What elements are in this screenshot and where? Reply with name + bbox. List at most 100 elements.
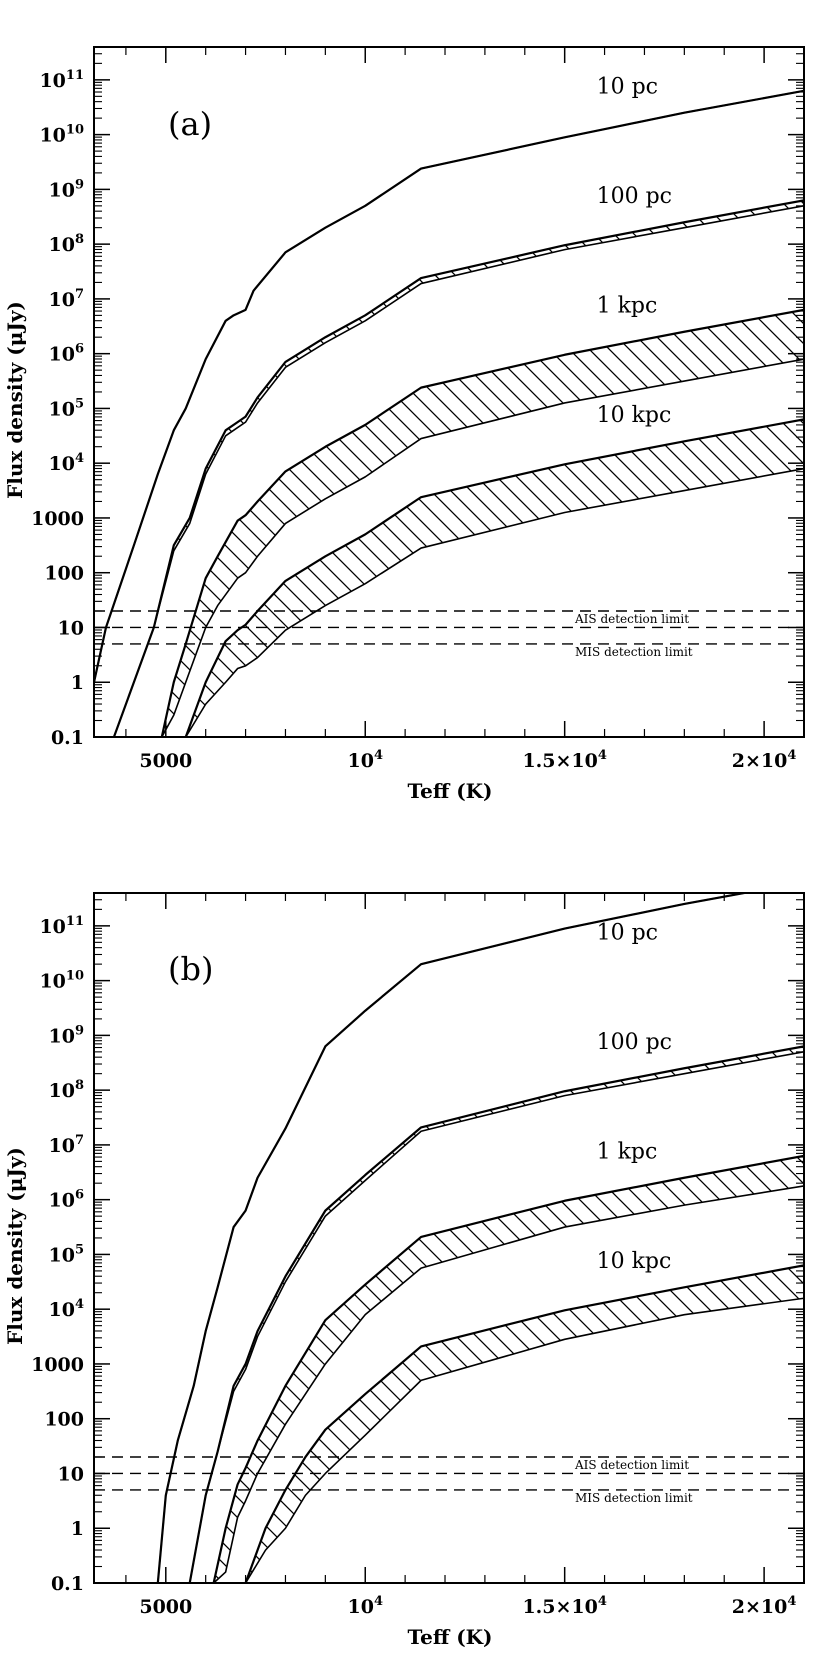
band-lower-curve-10-kpc xyxy=(244,1297,804,1583)
band-fill-10-kpc xyxy=(185,419,804,737)
y-tick-exponent: 5 xyxy=(75,396,84,411)
band-lower-curve-100-pc xyxy=(113,205,804,737)
detection-limit-lines: AIS detection limit MIS detection limit xyxy=(94,610,804,659)
y-tick-label: 100 xyxy=(44,563,84,585)
band-fill-1-kpc xyxy=(161,309,804,737)
y-tick-exponent: 6 xyxy=(75,342,84,357)
y-axis-label: Flux density (μJy) xyxy=(3,1147,27,1345)
x-axis-label: Teff (K) xyxy=(408,779,493,803)
y-tick-base: 10 xyxy=(49,1299,75,1321)
band-lower-curve-10-pc xyxy=(157,893,749,1583)
band-lower-curve-10-pc xyxy=(94,90,804,683)
y-tick-exponent: 10 xyxy=(66,123,84,138)
distance-label-10-pc: 10 pc xyxy=(597,75,658,100)
detection-limit-label-ais-detection-limit: AIS detection limit xyxy=(574,1458,689,1472)
distance-label-10-kpc: 10 kpc xyxy=(597,1249,672,1274)
y-tick-label: 1011 xyxy=(39,68,84,92)
y-tick-base: 10 xyxy=(49,1025,75,1047)
band-upper-curve-10-kpc xyxy=(184,418,804,737)
x-tick-label-5000: 5000 xyxy=(139,1596,192,1618)
band-upper-curve-1-kpc xyxy=(160,308,804,737)
y-tick-exponent: 11 xyxy=(66,914,84,929)
y-axis-label: Flux density (μJy) xyxy=(3,301,27,499)
y-tick-base: 10 xyxy=(49,179,75,201)
y-tick-label: 104 xyxy=(49,451,85,475)
band-upper-curve-100-pc xyxy=(112,199,804,737)
x-tick-exponent: 4 xyxy=(598,748,607,763)
y-tick-exponent: 4 xyxy=(75,1297,84,1312)
y-tick-base: 10 xyxy=(39,916,65,938)
x-tick-label-20000: 2×104 xyxy=(732,1594,797,1618)
distance-label-100-pc: 100 pc xyxy=(597,1030,672,1055)
y-tick-label: 1010 xyxy=(39,969,84,993)
band-lower-curve-1-kpc xyxy=(161,358,804,737)
distance-label-1-kpc: 1 kpc xyxy=(597,294,658,319)
distance-label-10-kpc: 10 kpc xyxy=(597,403,672,428)
y-tick-base: 10 xyxy=(39,971,65,993)
y-tick-base: 10 xyxy=(49,1244,75,1266)
x-tick-label-15000: 1.5×104 xyxy=(522,748,606,772)
panel-a: AIS detection limit MIS detection limit 5… xyxy=(3,46,805,803)
y-tick-exponent: 8 xyxy=(75,1078,84,1093)
y-tick-label: 10 xyxy=(58,617,84,639)
distance-label-1-kpc: 1 kpc xyxy=(597,1140,658,1165)
x-tick-exponent: 4 xyxy=(374,748,383,763)
band-upper-curve-1-kpc xyxy=(212,1154,804,1583)
y-tick-base: 10 xyxy=(49,234,75,256)
x-tick-label-15000: 1.5×104 xyxy=(522,1594,606,1618)
y-tick-label: 107 xyxy=(49,287,85,311)
y-tick-exponent: 8 xyxy=(75,232,84,247)
y-tick-label: 104 xyxy=(49,1297,85,1321)
y-tick-base: 10 xyxy=(49,1135,75,1157)
y-tick-label: 105 xyxy=(49,1242,85,1266)
detection-limit-label-ais-detection-limit: AIS detection limit xyxy=(574,612,689,626)
y-tick-label: 107 xyxy=(49,1133,85,1157)
band-lower-curve-10-kpc xyxy=(185,467,804,737)
y-tick-exponent: 9 xyxy=(75,177,84,192)
x-axis-label: Teff (K) xyxy=(408,1625,493,1649)
panel-b: AIS detection limit MIS detection limit 5… xyxy=(3,892,805,1649)
x-tick-exponent: 4 xyxy=(374,1594,383,1609)
y-tick-base: 10 xyxy=(39,125,65,147)
x-tick-exponent: 4 xyxy=(787,1594,796,1609)
detection-limit-label-mis-detection-limit: MIS detection limit xyxy=(575,1491,693,1505)
y-tick-exponent: 4 xyxy=(75,451,84,466)
y-tick-exponent: 11 xyxy=(66,68,84,83)
y-tick-label: 106 xyxy=(49,342,85,366)
detection-limit-label-mis-detection-limit: MIS detection limit xyxy=(575,645,693,659)
band-lower-curve-100-pc xyxy=(188,1051,804,1583)
y-tick-label: 1000 xyxy=(31,508,84,530)
x-tick-exponent: 4 xyxy=(787,748,796,763)
y-tick-base: 10 xyxy=(49,1190,75,1212)
y-tick-base: 10 xyxy=(49,344,75,366)
y-tick-label: 1 xyxy=(71,672,84,694)
band-fill-1-kpc xyxy=(213,1155,804,1583)
x-tick-label-5000: 5000 xyxy=(139,750,192,772)
y-tick-exponent: 9 xyxy=(75,1023,84,1038)
y-tick-exponent: 10 xyxy=(66,969,84,984)
y-tick-base: 10 xyxy=(49,1080,75,1102)
y-tick-label: 1010 xyxy=(39,123,84,147)
y-tick-label: 109 xyxy=(49,1023,85,1047)
flux-bands xyxy=(94,89,804,737)
x-tick-label-10000: 104 xyxy=(347,1594,383,1618)
panel-tag: (a) xyxy=(168,105,212,143)
detection-limit-lines: AIS detection limit MIS detection limit xyxy=(94,1456,804,1505)
y-tick-label: 1011 xyxy=(39,914,84,938)
panel-texts: (a) Teff (K) Flux density (μJy) 10 pc 100… xyxy=(3,75,672,803)
x-tick-label-10000: 104 xyxy=(347,748,383,772)
y-tick-label: 10 xyxy=(58,1463,84,1485)
panel-tag: (b) xyxy=(168,950,213,988)
band-lower-curve-1-kpc xyxy=(213,1185,804,1583)
band-fill-10-kpc xyxy=(245,1265,804,1583)
y-tick-label: 100 xyxy=(44,1409,84,1431)
distance-label-10-pc: 10 pc xyxy=(597,921,658,946)
axis-ticks: 5000 104 1.5×104 2×1040.1110100100010410510… xyxy=(31,893,805,1618)
x-tick-label-20000: 2×104 xyxy=(732,748,797,772)
y-tick-exponent: 5 xyxy=(75,1242,84,1257)
y-tick-exponent: 6 xyxy=(75,1188,84,1203)
y-tick-base: 10 xyxy=(39,70,65,92)
y-tick-exponent: 7 xyxy=(75,287,84,302)
y-tick-label: 1 xyxy=(71,1518,84,1540)
y-tick-base: 10 xyxy=(49,453,75,475)
